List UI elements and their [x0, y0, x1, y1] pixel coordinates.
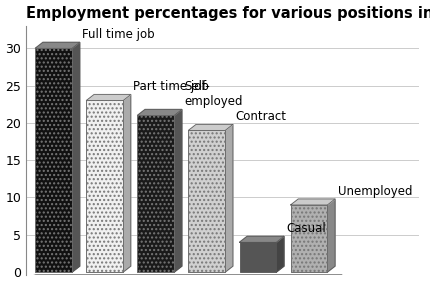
Bar	[138, 116, 174, 272]
Polygon shape	[225, 124, 233, 272]
Bar	[188, 130, 225, 272]
Polygon shape	[276, 236, 284, 272]
Bar	[35, 48, 72, 272]
Bar	[86, 100, 123, 272]
Text: Casual: Casual	[286, 222, 326, 235]
Text: Full time job: Full time job	[82, 28, 155, 41]
Bar	[138, 116, 174, 272]
Bar	[35, 48, 72, 272]
Bar	[291, 205, 327, 272]
Polygon shape	[123, 95, 131, 272]
Polygon shape	[291, 199, 335, 205]
Text: Part time job: Part time job	[133, 80, 209, 94]
Text: Employment percentages for various positions in 2001: Employment percentages for various posit…	[26, 5, 430, 21]
Polygon shape	[86, 95, 131, 100]
Bar	[188, 130, 225, 272]
Polygon shape	[28, 275, 342, 277]
Polygon shape	[240, 236, 284, 242]
Bar	[291, 205, 327, 272]
Polygon shape	[174, 110, 182, 272]
Bar	[86, 100, 123, 272]
Polygon shape	[138, 110, 182, 116]
Text: Contract: Contract	[236, 110, 286, 123]
Text: Self-
employed: Self- employed	[184, 80, 243, 108]
Bar	[240, 242, 276, 272]
Polygon shape	[35, 42, 80, 48]
Polygon shape	[72, 42, 80, 272]
Polygon shape	[327, 199, 335, 272]
Polygon shape	[188, 124, 233, 130]
Text: Unemployed: Unemployed	[338, 185, 412, 198]
